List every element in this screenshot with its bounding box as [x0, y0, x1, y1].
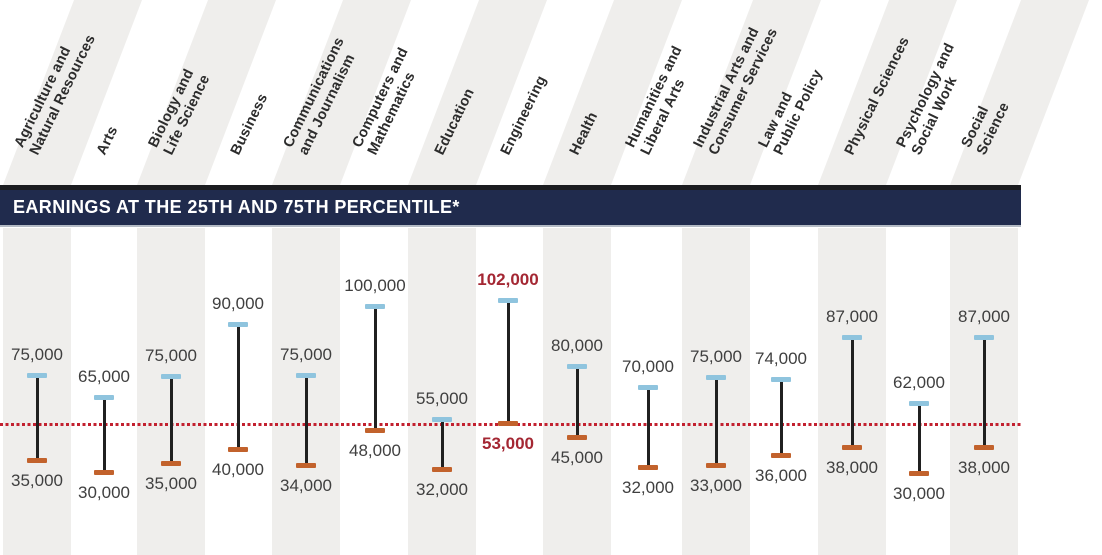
p25-value-label: 38,000 [826, 458, 878, 477]
range-line [646, 388, 650, 468]
p25-cap [567, 435, 587, 440]
p75-value-label: 75,000 [690, 347, 742, 366]
p25-cap [842, 445, 862, 450]
p75-value-label: 100,000 [344, 276, 406, 295]
p25-value-label: 45,000 [551, 448, 603, 467]
p75-cap [638, 385, 658, 390]
p75-value-label: 87,000 [826, 307, 878, 326]
p75-value-label: 80,000 [551, 336, 603, 355]
p75-value-label: 102,000 [477, 270, 539, 289]
p25-cap [94, 470, 114, 475]
p25-value-label: 53,000 [482, 434, 534, 453]
p25-cap [498, 421, 518, 426]
p75-cap [365, 304, 385, 309]
p75-cap [974, 335, 994, 340]
range-line [917, 404, 921, 474]
p25-value-label: 30,000 [893, 484, 945, 503]
p25-value-label: 35,000 [145, 474, 197, 493]
p75-cap [228, 322, 248, 327]
banner-title: EARNINGS AT THE 25TH AND 75TH PERCENTILE… [13, 197, 460, 217]
p25-cap [228, 447, 248, 452]
p25-cap [974, 445, 994, 450]
p75-cap [432, 417, 452, 422]
p25-cap [27, 458, 47, 463]
p75-cap [771, 377, 791, 382]
p25-cap [909, 471, 929, 476]
p75-value-label: 90,000 [212, 294, 264, 313]
range-line [850, 338, 854, 448]
range-line [779, 380, 783, 456]
p25-cap [638, 465, 658, 470]
p75-cap [296, 373, 316, 378]
p25-value-label: 35,000 [11, 471, 63, 490]
p75-cap [27, 373, 47, 378]
p75-value-label: 75,000 [11, 345, 63, 364]
p25-cap [771, 453, 791, 458]
p75-value-label: 74,000 [755, 349, 807, 368]
p75-cap [498, 298, 518, 303]
p25-cap [432, 467, 452, 472]
range-line [982, 338, 986, 448]
p75-value-label: 55,000 [416, 389, 468, 408]
p25-cap [706, 463, 726, 468]
range-line [714, 378, 718, 466]
p75-cap [909, 401, 929, 406]
p75-cap [94, 395, 114, 400]
p75-cap [161, 374, 181, 379]
chart-area: 75,000 35,000 65,000 30,000 75,000 35,000 90,0… [0, 227, 1102, 555]
category-header: Agriculture and Natural Resources Arts Bio… [0, 0, 1102, 185]
p25-value-label: 33,000 [690, 476, 742, 495]
p25-cap [161, 461, 181, 466]
p75-value-label: 87,000 [958, 307, 1010, 326]
range-line [304, 376, 308, 466]
p25-cap [365, 428, 385, 433]
range-line [440, 420, 444, 470]
p75-value-label: 70,000 [622, 357, 674, 376]
p25-value-label: 34,000 [280, 476, 332, 495]
p75-cap [706, 375, 726, 380]
p75-value-label: 65,000 [78, 367, 130, 386]
range-line [236, 325, 240, 450]
range-line [506, 301, 510, 424]
p25-value-label: 32,000 [622, 478, 674, 497]
p75-cap [842, 335, 862, 340]
chart-stripe [408, 228, 476, 555]
range-line [373, 307, 377, 431]
p25-value-label: 38,000 [958, 458, 1010, 477]
p25-cap [296, 463, 316, 468]
range-line [35, 376, 39, 461]
p25-value-label: 40,000 [212, 460, 264, 479]
p75-cap [567, 364, 587, 369]
p25-value-label: 32,000 [416, 480, 468, 499]
title-banner: EARNINGS AT THE 25TH AND 75TH PERCENTILE… [0, 185, 1021, 227]
p25-value-label: 48,000 [349, 441, 401, 460]
p75-value-label: 62,000 [893, 373, 945, 392]
range-line [169, 377, 173, 464]
p75-value-label: 75,000 [145, 346, 197, 365]
p75-value-label: 75,000 [280, 345, 332, 364]
range-line [575, 367, 579, 438]
p25-value-label: 36,000 [755, 466, 807, 485]
p25-value-label: 30,000 [78, 483, 130, 502]
range-line [102, 398, 106, 473]
